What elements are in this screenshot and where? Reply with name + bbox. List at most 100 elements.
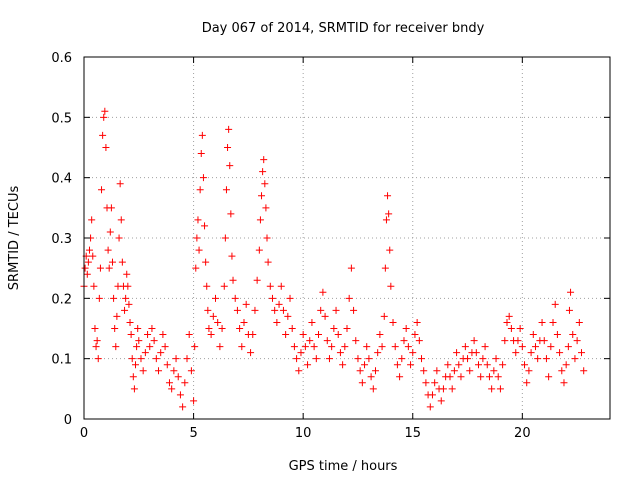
data-point (214, 318, 222, 326)
data-point (446, 373, 454, 381)
data-point (190, 397, 198, 405)
data-point (89, 252, 97, 260)
data-point (176, 391, 184, 399)
data-point (393, 361, 401, 369)
data-point (258, 192, 266, 200)
data-point (560, 379, 568, 387)
data-point (231, 294, 239, 302)
data-point (152, 355, 160, 363)
plot-frame (83, 56, 611, 420)
data-point (341, 343, 349, 351)
data-point (224, 144, 232, 151)
data-point (91, 325, 99, 332)
data-point (545, 373, 553, 381)
data-point (290, 343, 298, 351)
data-point (253, 276, 261, 284)
data-point (461, 343, 469, 351)
data-point (358, 379, 366, 387)
data-point (365, 355, 373, 363)
data-point (117, 216, 125, 224)
data-point (221, 234, 229, 242)
data-point (477, 373, 485, 381)
data-point (121, 306, 129, 314)
data-point (220, 282, 228, 290)
data-point (343, 325, 351, 332)
x-tick-label: 20 (514, 426, 531, 441)
data-point (148, 325, 156, 332)
data-point (238, 343, 246, 351)
data-point (191, 343, 199, 351)
data-point (125, 300, 133, 308)
data-point (218, 325, 226, 332)
x-tick-label: 15 (404, 426, 421, 441)
data-point (299, 331, 307, 339)
data-point (404, 343, 412, 351)
data-point (197, 150, 205, 158)
data-point (542, 355, 550, 363)
data-point (481, 343, 489, 351)
data-point (255, 246, 263, 254)
data-point (437, 397, 445, 405)
data-point (181, 379, 189, 387)
data-point (558, 367, 566, 375)
data-point (361, 361, 369, 369)
data-point (378, 343, 386, 351)
data-point (400, 337, 408, 345)
data-point (260, 156, 268, 164)
data-point (450, 367, 458, 375)
data-point (464, 355, 472, 363)
data-point (470, 337, 478, 345)
data-point (352, 337, 360, 345)
data-point (83, 270, 91, 278)
data-point (428, 391, 436, 399)
data-point (94, 355, 102, 363)
data-point (84, 258, 92, 266)
data-point (492, 355, 500, 363)
data-point (512, 349, 520, 357)
data-point (485, 373, 493, 381)
data-point (196, 186, 204, 194)
data-point (516, 325, 524, 332)
data-point (295, 367, 303, 375)
data-point (240, 318, 248, 326)
data-point (323, 337, 331, 345)
data-point (90, 282, 98, 290)
data-point (192, 264, 200, 272)
data-point (195, 246, 203, 254)
data-point (317, 306, 325, 314)
data-point (411, 331, 419, 339)
data-point (483, 361, 491, 369)
data-point (205, 325, 213, 332)
data-point (126, 318, 134, 326)
data-point (105, 264, 113, 272)
data-point (127, 331, 135, 339)
data-point (297, 349, 305, 357)
data-point (334, 331, 342, 339)
data-point (185, 331, 193, 339)
data-point (130, 385, 138, 393)
data-point (565, 306, 573, 314)
data-point (100, 113, 108, 121)
data-point (367, 373, 375, 381)
data-point (503, 318, 511, 326)
data-point (439, 385, 447, 393)
data-point (350, 306, 358, 314)
y-tick-label: 0.6 (51, 51, 72, 66)
data-point (569, 331, 577, 339)
data-point (226, 162, 234, 170)
data-point (135, 337, 143, 345)
data-point (538, 318, 546, 326)
data-point (263, 234, 271, 242)
data-point (455, 361, 463, 369)
data-point (204, 306, 212, 314)
data-point (457, 373, 465, 381)
data-point (505, 312, 513, 320)
data-point (501, 337, 509, 345)
data-point (527, 349, 535, 357)
data-point (387, 282, 395, 290)
data-point (212, 294, 219, 302)
data-point (139, 367, 147, 375)
data-point (453, 349, 461, 357)
data-point (193, 234, 201, 242)
data-point (115, 234, 123, 242)
